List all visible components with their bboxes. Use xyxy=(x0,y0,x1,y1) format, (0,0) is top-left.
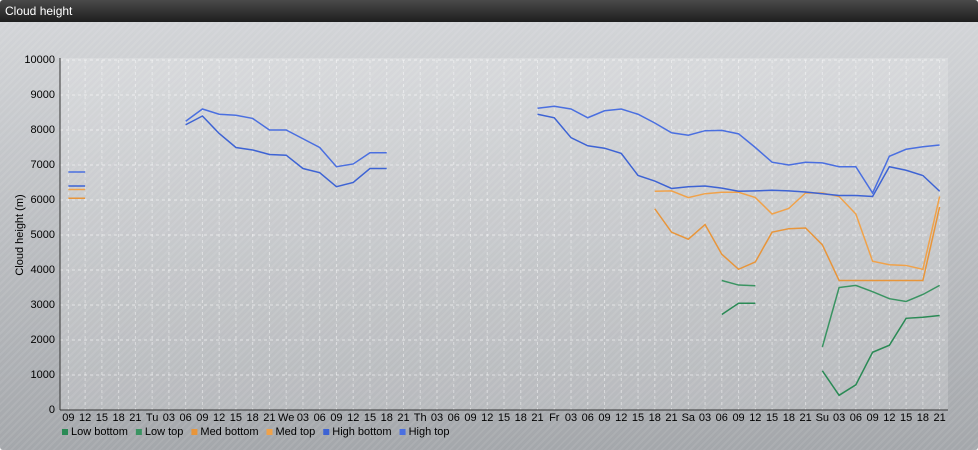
legend-label: High bottom xyxy=(332,426,391,438)
x-tick-label: 15 xyxy=(364,412,376,424)
x-tick-label: Fr xyxy=(549,412,560,424)
x-tick-label: 09 xyxy=(62,412,74,424)
x-tick-label: 18 xyxy=(515,412,527,424)
plot-area xyxy=(60,58,948,410)
y-axis-label: Cloud height (m) xyxy=(14,194,26,275)
y-tick-label: 7000 xyxy=(31,159,55,171)
y-tick-label: 9000 xyxy=(31,89,55,101)
x-tick-label: Sa xyxy=(682,412,696,424)
x-tick-label: Tu xyxy=(146,412,158,424)
legend-marker xyxy=(135,429,142,435)
legend-marker xyxy=(323,429,330,435)
x-tick-label: 21 xyxy=(531,412,543,424)
x-tick-label: 15 xyxy=(632,412,644,424)
series-line xyxy=(721,279,940,348)
legend-label: High top xyxy=(409,426,450,438)
legend-marker xyxy=(399,429,406,435)
x-tick-label: 09 xyxy=(866,412,878,424)
legend-marker xyxy=(62,429,68,435)
x-tick-label: 12 xyxy=(79,412,91,424)
x-tick-label: 06 xyxy=(850,412,862,424)
legend-label: Low top xyxy=(145,426,184,438)
series-line xyxy=(68,105,940,195)
y-tick-label: 2000 xyxy=(31,334,55,346)
x-tick-label: 12 xyxy=(883,412,895,424)
x-tick-label: 03 xyxy=(431,412,443,424)
y-tick-label: 5000 xyxy=(31,229,55,241)
x-tick-label: 03 xyxy=(163,412,175,424)
x-tick-label: 15 xyxy=(498,412,510,424)
legend-marker xyxy=(191,429,198,435)
y-tick-label: 0 xyxy=(49,404,55,416)
legend-label: Med bottom xyxy=(200,426,258,438)
x-tick-label: 03 xyxy=(833,412,845,424)
x-tick-label: 03 xyxy=(297,412,309,424)
y-tick-label: 6000 xyxy=(31,194,55,206)
x-tick-label: 21 xyxy=(665,412,677,424)
x-tick-label: 18 xyxy=(917,412,929,424)
x-tick-label: 18 xyxy=(649,412,661,424)
x-tick-label: 21 xyxy=(933,412,945,424)
series-line xyxy=(68,113,941,198)
x-tick-label: 21 xyxy=(397,412,409,424)
x-tick-label: 06 xyxy=(314,412,326,424)
x-tick-label: 09 xyxy=(598,412,610,424)
x-tick-label: Th xyxy=(414,412,427,424)
x-tick-label: 15 xyxy=(900,412,912,424)
x-tick-label: 15 xyxy=(230,412,242,424)
x-tick-label: 18 xyxy=(247,412,259,424)
legend-label: Med top xyxy=(276,426,316,438)
x-tick-label: 12 xyxy=(347,412,359,424)
y-tick-label: 8000 xyxy=(31,124,55,136)
x-tick-label: 12 xyxy=(749,412,761,424)
x-tick-label: 09 xyxy=(464,412,476,424)
x-tick-label: 21 xyxy=(263,412,275,424)
y-tick-label: 3000 xyxy=(31,299,55,311)
x-tick-label: 06 xyxy=(448,412,460,424)
series-line xyxy=(721,302,940,397)
chart-title: Cloud height xyxy=(0,0,978,22)
y-tick-label: 4000 xyxy=(31,264,55,276)
x-tick-label: 09 xyxy=(330,412,342,424)
x-tick-label: 09 xyxy=(732,412,744,424)
x-tick-label: 15 xyxy=(766,412,778,424)
x-tick-label: 21 xyxy=(799,412,811,424)
x-tick-label: Su xyxy=(816,412,829,424)
series-line xyxy=(68,188,941,271)
y-tick-label: 10000 xyxy=(24,54,55,66)
x-tick-label: 06 xyxy=(180,412,192,424)
y-tick-label: 1000 xyxy=(31,369,55,381)
x-tick-label: 12 xyxy=(481,412,493,424)
x-tick-label: We xyxy=(278,412,294,424)
x-tick-label: 03 xyxy=(565,412,577,424)
x-tick-label: 12 xyxy=(615,412,627,424)
x-tick-label: 21 xyxy=(129,412,141,424)
legend-marker xyxy=(266,429,273,435)
x-tick-label: 06 xyxy=(582,412,594,424)
x-tick-label: 18 xyxy=(381,412,393,424)
x-tick-label: 15 xyxy=(96,412,108,424)
x-tick-label: 12 xyxy=(213,412,225,424)
x-tick-label: 18 xyxy=(783,412,795,424)
x-tick-label: 06 xyxy=(716,412,728,424)
x-tick-label: 03 xyxy=(699,412,711,424)
legend-label: Low bottom xyxy=(71,426,128,438)
x-tick-label: 18 xyxy=(113,412,125,424)
x-tick-label: 09 xyxy=(196,412,208,424)
series-line xyxy=(68,197,941,282)
